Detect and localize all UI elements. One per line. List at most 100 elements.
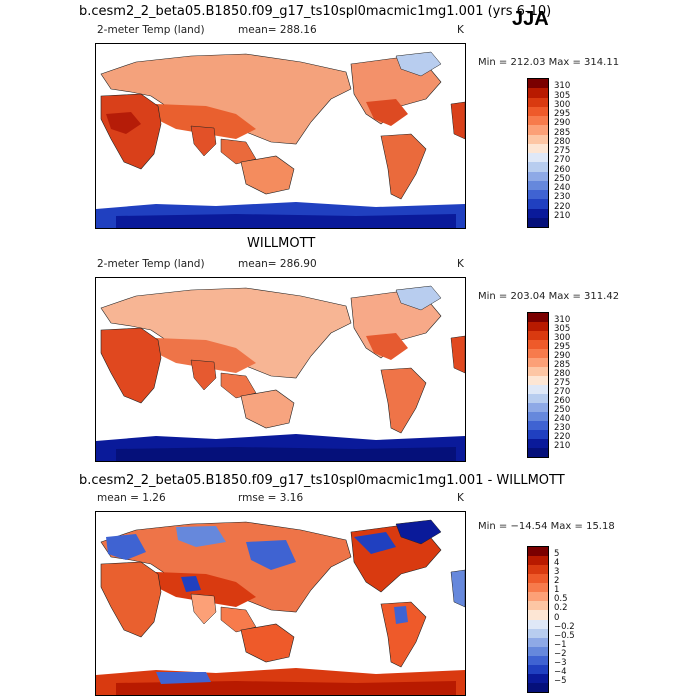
colorbar-swatch [528, 217, 548, 227]
colorbar-swatch [528, 637, 548, 647]
colorbar-tick-label: 220 [554, 432, 571, 442]
panel1-colorbar-labels: 310 305 300 295 290 285 280 275 270 260 250 240 230 2… [554, 78, 594, 226]
colorbar-swatch [528, 619, 548, 629]
colorbar-tick-label: 0.5 [554, 594, 568, 605]
colorbar-tick-label: −2 [554, 648, 567, 659]
colorbar-tick-label: 240 [554, 183, 571, 193]
colorbar-swatch [528, 673, 548, 683]
colorbar-swatch [528, 106, 548, 116]
colorbar-swatch [528, 313, 548, 322]
season-label: JJA [512, 8, 549, 30]
colorbar-tick-label: 280 [554, 369, 571, 379]
colorbar-swatch [528, 190, 548, 200]
colorbar-tick-label: 210 [554, 441, 571, 451]
colorbar-tick-label: 230 [554, 423, 571, 433]
colorbar-swatch [528, 385, 548, 394]
colorbar-swatch [528, 199, 548, 209]
panel3-rmse: rmse = 3.16 [238, 492, 304, 504]
panel2-colorbar [527, 312, 549, 458]
colorbar-tick-label: 230 [554, 192, 571, 203]
colorbar-tick-label: 1 [554, 585, 560, 596]
colorbar-swatch [528, 125, 548, 135]
colorbar-swatch [528, 583, 548, 593]
colorbar-tick-label: 290 [554, 351, 571, 361]
panel1-mean: mean= 288.16 [238, 24, 317, 36]
colorbar-swatch [528, 664, 548, 674]
colorbar-swatch [528, 322, 548, 331]
panel1-colorbar [527, 78, 549, 228]
colorbar-tick-label: 275 [554, 146, 571, 156]
colorbar-tick-label: 300 [554, 99, 571, 110]
colorbar-tick-label: 250 [554, 173, 571, 184]
panel1-map [95, 43, 466, 229]
colorbar-swatch [528, 547, 548, 557]
colorbar-tick-label: 210 [554, 210, 571, 221]
colorbar-tick-label: 4 [554, 558, 560, 569]
colorbar-swatch [528, 180, 548, 190]
colorbar-swatch [528, 116, 548, 126]
colorbar-swatch [528, 610, 548, 620]
colorbar-tick-label: −0.2 [554, 621, 575, 632]
colorbar-tick-label: 285 [554, 127, 571, 138]
colorbar-swatch [528, 682, 548, 692]
colorbar-tick-label: 305 [554, 324, 571, 334]
colorbar-swatch [528, 367, 548, 376]
colorbar-swatch [528, 88, 548, 98]
colorbar-swatch [528, 208, 548, 218]
colorbar-tick-label: 270 [554, 155, 571, 166]
colorbar-tick-label: 260 [554, 164, 571, 175]
colorbar-tick-label: 3 [554, 567, 560, 578]
colorbar-tick-label: 310 [554, 315, 571, 325]
panel2-variable: 2-meter Temp (land) [97, 258, 205, 270]
colorbar-swatch [528, 412, 548, 421]
colorbar-swatch [528, 134, 548, 144]
colorbar-tick-label: −1 [554, 639, 567, 650]
panel3-mean: mean = 1.26 [97, 492, 166, 504]
colorbar-tick-label: 300 [554, 333, 571, 343]
colorbar-swatch [528, 646, 548, 656]
colorbar-swatch [528, 79, 548, 89]
colorbar-swatch [528, 565, 548, 575]
colorbar-tick-label: 295 [554, 342, 571, 352]
colorbar-tick-label: 220 [554, 201, 571, 212]
panel3-units: K [457, 492, 464, 504]
panel2-map [95, 277, 466, 462]
colorbar-swatch [528, 430, 548, 439]
colorbar-swatch [528, 153, 548, 163]
colorbar-swatch [528, 143, 548, 153]
panel1-variable: 2-meter Temp (land) [97, 24, 205, 36]
colorbar-swatch [528, 331, 548, 340]
colorbar-swatch [528, 601, 548, 611]
colorbar-swatch [528, 171, 548, 181]
colorbar-swatch [528, 592, 548, 602]
colorbar-tick-label: −3 [554, 657, 567, 668]
colorbar-swatch [528, 376, 548, 385]
colorbar-swatch [528, 340, 548, 349]
colorbar-tick-label: 2 [554, 576, 560, 587]
colorbar-tick-label: 285 [554, 360, 571, 370]
colorbar-tick-label: 305 [554, 90, 571, 101]
panel3-colorbar [527, 546, 549, 693]
colorbar-tick-label: 250 [554, 405, 571, 415]
colorbar-swatch [528, 628, 548, 638]
colorbar-tick-label: 295 [554, 109, 571, 119]
colorbar-tick-label: 310 [554, 81, 571, 92]
colorbar-tick-label: −5 [554, 675, 567, 686]
colorbar-tick-label: 260 [554, 396, 571, 406]
colorbar-tick-label: −0.5 [554, 630, 575, 641]
colorbar-swatch [528, 574, 548, 584]
panel3-colorbar-labels: 5 4 3 2 1 0.5 0.2 0 −0.2 −0.5 −1 −2 −3 −4 −5 [554, 546, 594, 691]
colorbar-swatch [528, 349, 548, 358]
panel3-minmax: Min = −14.54 Max = 15.18 [478, 521, 615, 532]
panel2-minmax: Min = 203.04 Max = 311.42 [478, 291, 620, 302]
colorbar-tick-label: 270 [554, 387, 571, 397]
colorbar-tick-label: 0 [554, 612, 560, 623]
panel2-mean: mean= 286.90 [238, 258, 317, 270]
panel1-units: K [457, 24, 464, 36]
panel3-map [95, 511, 466, 696]
colorbar-tick-label: 290 [554, 118, 571, 129]
colorbar-swatch [528, 556, 548, 566]
colorbar-swatch [528, 394, 548, 403]
colorbar-tick-label: −4 [554, 666, 567, 677]
panel1-title: b.cesm2_2_beta05.B1850.f09_g17_ts10spl0m… [79, 4, 552, 19]
